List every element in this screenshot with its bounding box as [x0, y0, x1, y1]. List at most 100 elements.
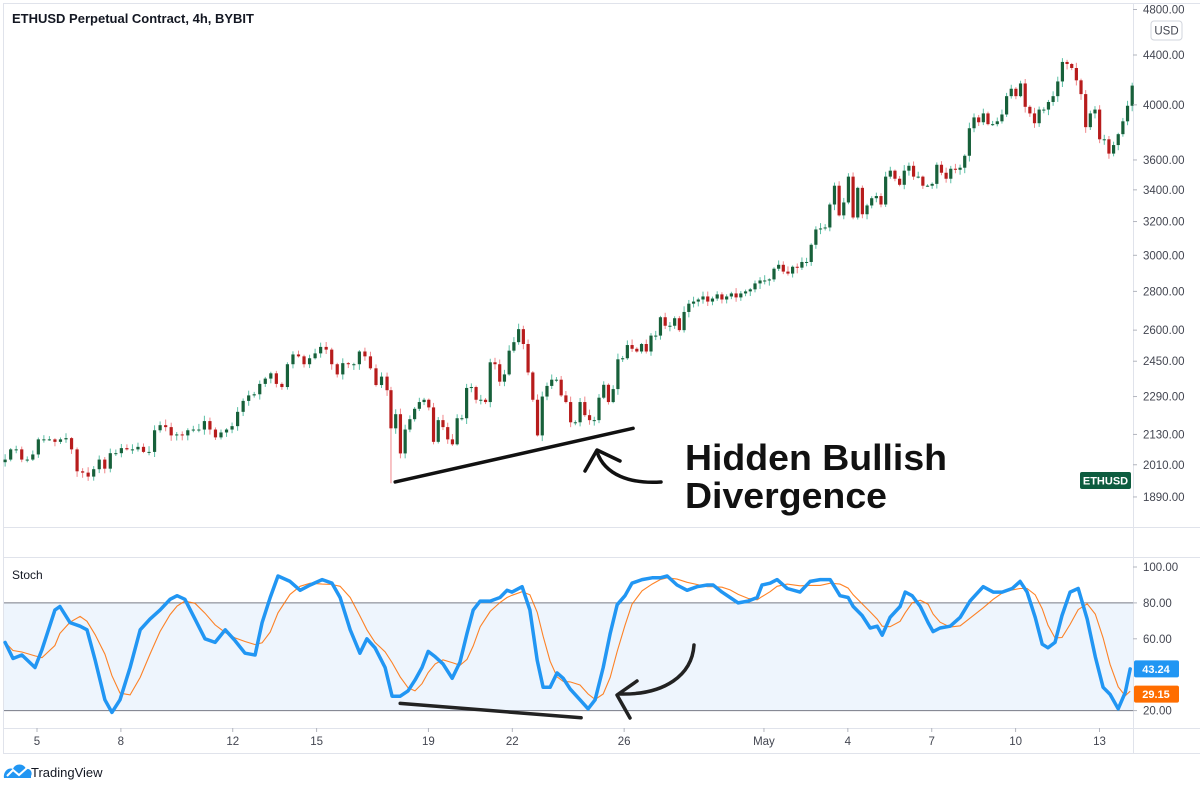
candle	[691, 296, 696, 308]
candle-body	[47, 439, 52, 441]
candle-body	[224, 429, 229, 433]
candle	[469, 383, 473, 393]
candle	[739, 291, 743, 301]
candle	[893, 169, 897, 182]
candle	[512, 337, 516, 353]
price-trendline	[393, 426, 635, 484]
candle-body	[313, 353, 317, 359]
candle	[119, 443, 123, 458]
candle-body	[583, 402, 587, 416]
price-tick-label: 3400.00	[1143, 185, 1185, 197]
candle-body	[856, 187, 860, 218]
candle-body	[786, 271, 790, 274]
candle	[625, 340, 629, 360]
price-tick-label: 3000.00	[1143, 250, 1185, 262]
candle	[902, 165, 906, 190]
candle	[450, 434, 455, 446]
candle	[394, 409, 398, 434]
price-tick-label: 2600.00	[1143, 325, 1185, 337]
candle-body	[460, 418, 464, 420]
candle-body	[677, 318, 681, 331]
candle-body	[991, 124, 995, 126]
candle-body	[512, 342, 516, 351]
candle-body	[141, 446, 146, 452]
candle	[431, 402, 436, 445]
currency-button[interactable]: USD	[1150, 20, 1183, 41]
price-tick-label: 2290.00	[1143, 392, 1185, 404]
price-tick-label: 4400.00	[1143, 50, 1185, 62]
candle-body	[175, 434, 179, 436]
candle-body	[907, 165, 911, 171]
candle-body	[455, 418, 459, 445]
candle-body	[469, 387, 473, 389]
candle-body	[578, 402, 582, 423]
time-tick-label: 19	[422, 736, 435, 748]
candle	[991, 120, 995, 126]
candle	[677, 316, 681, 332]
candle	[213, 427, 218, 440]
candle	[949, 165, 953, 184]
candle-body	[1111, 145, 1116, 154]
candle	[208, 417, 212, 435]
candle	[92, 466, 96, 481]
candle	[616, 353, 620, 395]
candle-body	[592, 420, 596, 422]
candle-body	[14, 449, 18, 451]
candle	[898, 176, 902, 187]
candle-body	[1014, 88, 1018, 97]
candle-body	[725, 296, 729, 300]
candle-body	[394, 414, 398, 429]
candle	[169, 422, 173, 441]
candle	[804, 257, 809, 267]
candle	[374, 364, 378, 387]
price-tick-label: 2450.00	[1143, 356, 1185, 368]
candle	[953, 163, 958, 174]
stoch-d-value: 29.15	[1142, 689, 1170, 701]
candle	[274, 370, 278, 388]
chart-title: ETHUSD Perpetual Contract, 4h, BYBIT	[12, 11, 254, 26]
price-axis[interactable]: 4800.00 4400.00 4000.00 3600.00 3400.00 3200.…	[1133, 4, 1185, 504]
stoch-axis[interactable]: 100.00 80.00 60.00 20.00	[1133, 562, 1178, 718]
candle	[436, 417, 440, 444]
candle-body	[330, 349, 334, 365]
candle	[147, 446, 151, 456]
candle	[578, 398, 582, 427]
candle	[125, 444, 129, 451]
candle	[1130, 82, 1134, 112]
candle	[14, 445, 18, 454]
candle-body	[125, 448, 129, 450]
candle	[341, 358, 345, 380]
candle-body	[36, 439, 40, 455]
candle	[31, 450, 35, 461]
candle-body	[832, 185, 837, 205]
candle	[1070, 62, 1074, 71]
candle	[658, 315, 663, 340]
candle-body	[230, 426, 234, 430]
tradingview-logo[interactable]: TradingView	[3, 764, 103, 781]
price-tick-label: 1890.00	[1143, 492, 1185, 504]
candle-body	[587, 415, 592, 421]
candle	[1051, 91, 1055, 106]
candle-body	[995, 121, 999, 125]
candle	[743, 289, 748, 297]
candle-body	[696, 299, 700, 302]
candle	[164, 419, 168, 432]
candle-body	[809, 244, 813, 262]
time-tick-label: 4	[845, 736, 852, 748]
candle	[186, 428, 190, 441]
candle	[75, 447, 79, 477]
candle-body	[108, 453, 112, 469]
candle	[663, 312, 667, 329]
candle	[706, 291, 710, 306]
candle	[654, 330, 658, 341]
time-axis[interactable]: 5 8 12 15 19 22 26 May 4 7 10 13	[34, 728, 1106, 748]
candle-body	[791, 266, 795, 274]
candle	[870, 196, 874, 209]
candle-body	[119, 448, 123, 454]
candle	[483, 398, 488, 405]
candle-body	[479, 399, 483, 401]
candle-body	[431, 407, 436, 442]
candle-body	[606, 384, 611, 403]
candle-body	[1116, 134, 1120, 146]
